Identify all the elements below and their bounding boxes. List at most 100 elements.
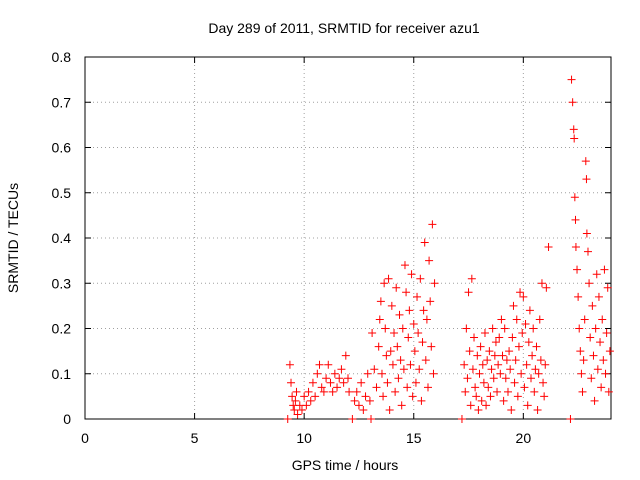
data-point <box>491 338 500 347</box>
data-point <box>414 329 423 338</box>
data-point <box>359 405 368 414</box>
data-point <box>596 338 605 347</box>
data-point <box>428 220 437 229</box>
data-point <box>403 383 412 392</box>
data-point <box>519 292 528 301</box>
data-point <box>604 387 613 396</box>
data-point <box>411 378 420 387</box>
data-point <box>324 360 333 369</box>
data-point <box>535 315 544 324</box>
data-point <box>409 319 418 328</box>
data-point <box>393 342 402 351</box>
data-point <box>415 365 424 374</box>
data-point <box>478 360 487 369</box>
data-point <box>404 333 413 342</box>
data-point <box>506 365 515 374</box>
data-point <box>425 256 434 265</box>
data-point <box>379 392 388 401</box>
data-point <box>602 329 611 338</box>
data-point <box>532 342 541 351</box>
data-point <box>580 315 589 324</box>
data-point <box>306 396 315 405</box>
data-point <box>508 333 517 342</box>
data-point <box>592 270 601 279</box>
data-point <box>350 396 359 405</box>
axis-ticks <box>84 56 611 420</box>
data-point <box>368 329 377 338</box>
data-point <box>513 392 522 401</box>
data-point <box>484 383 493 392</box>
data-point <box>527 374 536 383</box>
data-point <box>579 356 588 365</box>
data-point <box>304 387 313 396</box>
data-point <box>388 360 397 369</box>
data-point <box>326 378 335 387</box>
data-point <box>521 319 530 328</box>
data-point <box>525 306 534 315</box>
data-point <box>417 396 426 405</box>
data-point <box>383 378 392 387</box>
data-point <box>571 215 580 224</box>
data-point <box>468 365 477 374</box>
data-point <box>517 369 526 378</box>
x-tick-label: 5 <box>191 430 199 446</box>
data-point <box>391 387 400 396</box>
data-point <box>503 387 512 396</box>
data-point <box>485 347 494 356</box>
data-point <box>505 347 514 356</box>
y-axis-title: SRMTID / TECUs <box>5 183 21 293</box>
data-point <box>328 387 337 396</box>
data-point <box>495 333 504 342</box>
data-point <box>600 265 609 274</box>
data-point <box>339 378 348 387</box>
data-point <box>568 98 577 107</box>
data-point <box>398 324 407 333</box>
data-point <box>522 360 531 369</box>
data-point <box>537 279 546 288</box>
data-point <box>597 383 606 392</box>
data-point <box>523 401 532 410</box>
data-point <box>288 392 297 401</box>
data-point <box>337 365 346 374</box>
data-point <box>418 338 427 347</box>
data-point <box>482 401 491 410</box>
data-point <box>381 324 390 333</box>
y-tick-label: 0.5 <box>52 185 72 201</box>
data-point <box>567 75 576 84</box>
y-tick-label: 0.1 <box>52 366 72 382</box>
data-point <box>589 351 598 360</box>
data-point <box>594 292 603 301</box>
data-point <box>480 329 489 338</box>
data-point <box>533 405 542 414</box>
data-point <box>540 392 549 401</box>
data-point <box>516 288 525 297</box>
data-point <box>462 324 471 333</box>
data-point <box>518 329 527 338</box>
data-point <box>461 387 470 396</box>
data-point <box>330 369 339 378</box>
data-point <box>374 342 383 351</box>
data-point <box>302 401 311 410</box>
data-point <box>599 356 608 365</box>
data-point <box>497 315 506 324</box>
data-point <box>354 401 363 410</box>
data-point <box>500 324 509 333</box>
data-point <box>292 387 301 396</box>
data-point <box>585 279 594 288</box>
data-point <box>539 378 548 387</box>
data-point <box>577 369 586 378</box>
data-point <box>582 175 591 184</box>
data-point <box>311 392 320 401</box>
data-point <box>317 383 326 392</box>
data-point <box>394 374 403 383</box>
data-point <box>387 301 396 310</box>
data-point <box>372 383 381 392</box>
data-point <box>382 351 391 360</box>
y-tick-labels: 0 0.1 0.2 0.3 0.4 0.5 0.6 0.7 0.8 <box>52 49 72 427</box>
data-point <box>291 396 300 405</box>
data-point <box>308 378 317 387</box>
data-point <box>290 405 299 414</box>
data-point <box>464 288 473 297</box>
data-point <box>473 351 482 360</box>
data-point <box>542 283 551 292</box>
